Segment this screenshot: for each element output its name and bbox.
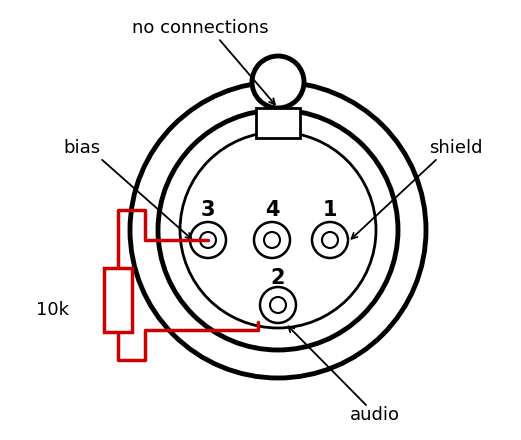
Text: bias: bias <box>64 139 101 157</box>
Circle shape <box>190 222 226 258</box>
Bar <box>256 108 300 138</box>
Circle shape <box>200 232 216 248</box>
Circle shape <box>270 297 286 313</box>
Circle shape <box>312 222 348 258</box>
Text: 4: 4 <box>265 200 279 220</box>
Circle shape <box>252 56 304 108</box>
Text: shield: shield <box>429 139 483 157</box>
Text: 2: 2 <box>271 268 286 288</box>
Text: audio: audio <box>350 406 400 424</box>
Circle shape <box>322 232 338 248</box>
Circle shape <box>264 232 280 248</box>
Circle shape <box>260 287 296 323</box>
Text: 10k: 10k <box>35 301 68 319</box>
Circle shape <box>254 222 290 258</box>
Text: 3: 3 <box>201 200 215 220</box>
Text: 1: 1 <box>322 200 337 220</box>
Text: no connections: no connections <box>132 19 268 37</box>
Bar <box>104 268 132 332</box>
